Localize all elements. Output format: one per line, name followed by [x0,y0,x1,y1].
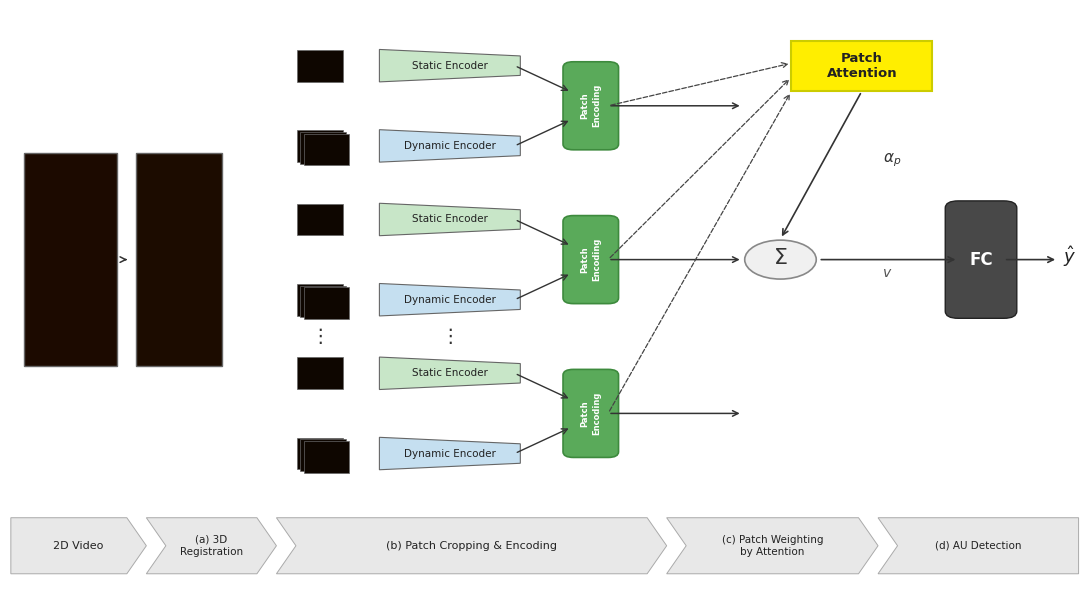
Polygon shape [878,518,1079,573]
Bar [297,204,343,235]
Bar [304,133,349,165]
Text: Dynamic Encoder: Dynamic Encoder [404,448,495,458]
Polygon shape [276,518,667,573]
Text: Static Encoder: Static Encoder [412,215,488,224]
Text: $\alpha_p$: $\alpha_p$ [883,151,902,169]
Bar [297,50,343,81]
Text: $\Sigma$: $\Sigma$ [773,248,788,268]
Text: (b) Patch Cropping & Encoding: (b) Patch Cropping & Encoding [386,541,557,550]
Polygon shape [379,357,520,389]
Text: (a) 3D
Registration: (a) 3D Registration [180,535,243,556]
Bar [297,358,343,389]
FancyBboxPatch shape [945,201,1017,319]
Text: Patch
Encoding: Patch Encoding [581,84,601,127]
Bar [297,130,343,162]
Polygon shape [667,518,878,573]
Polygon shape [379,130,520,162]
Text: 2D Video: 2D Video [53,541,104,550]
Text: Dynamic Encoder: Dynamic Encoder [404,141,495,151]
Bar [297,438,343,470]
Polygon shape [379,284,520,316]
Text: ⋮: ⋮ [310,327,330,346]
Text: v: v [883,266,891,280]
Bar [300,286,346,317]
Text: (d) AU Detection: (d) AU Detection [935,541,1021,550]
Text: Static Encoder: Static Encoder [412,368,488,378]
Text: Patch
Encoding: Patch Encoding [581,238,601,281]
Text: (c) Patch Weighting
by Attention: (c) Patch Weighting by Attention [722,535,823,556]
FancyBboxPatch shape [563,369,619,457]
Polygon shape [11,518,146,573]
Bar [304,287,349,319]
Text: Patch
Attention: Patch Attention [826,52,898,80]
Bar [791,41,932,91]
Bar [24,153,117,366]
Polygon shape [379,50,520,82]
FancyBboxPatch shape [563,215,619,304]
Text: $\hat{y}$: $\hat{y}$ [1063,244,1076,269]
Bar [300,132,346,163]
FancyBboxPatch shape [563,62,619,150]
Polygon shape [379,437,520,470]
Bar [136,153,222,366]
Text: Static Encoder: Static Encoder [412,61,488,71]
Text: Patch
Encoding: Patch Encoding [581,392,601,435]
Circle shape [745,240,816,279]
Bar [297,284,343,316]
Bar [300,440,346,471]
Text: Dynamic Encoder: Dynamic Encoder [404,295,495,304]
Text: ⋮: ⋮ [440,327,460,346]
Polygon shape [379,204,520,236]
Bar [304,441,349,473]
Polygon shape [146,518,276,573]
Text: FC: FC [969,251,993,268]
